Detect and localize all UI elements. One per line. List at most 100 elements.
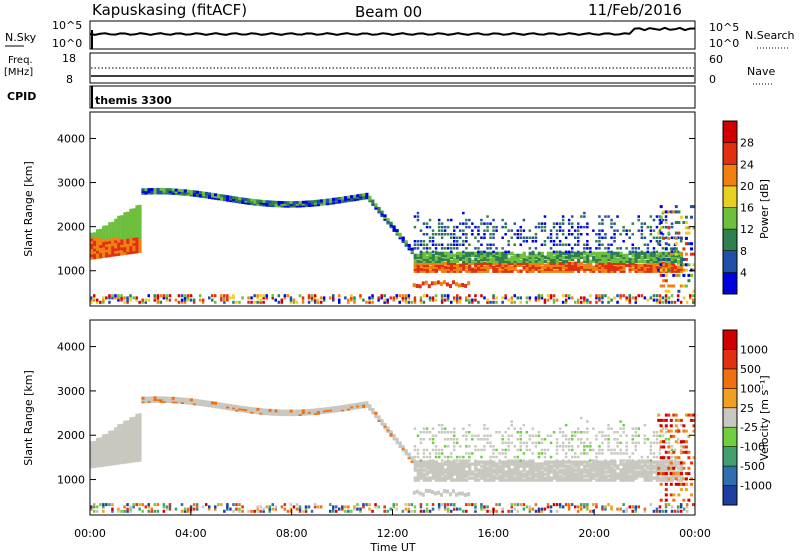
echo-cell [253, 199, 257, 202]
echo-cell [610, 236, 613, 239]
echo-cell [558, 476, 563, 480]
echo-cell [132, 250, 136, 254]
echo-cell [637, 265, 641, 269]
echo-cell [610, 507, 613, 511]
echo-cell [428, 269, 432, 273]
echo-cell [492, 464, 496, 468]
echo-cell [440, 462, 445, 466]
echo-cell [386, 300, 389, 304]
echo-cell [507, 434, 510, 437]
echo-cell [501, 434, 504, 437]
echo-cell [198, 403, 203, 407]
echo-cell [99, 239, 103, 243]
echo-cell [580, 474, 584, 478]
echo-cell [616, 445, 619, 448]
echo-cell [564, 445, 568, 448]
echo-cell [662, 456, 666, 460]
echo-cell [574, 243, 577, 246]
echo-cell [319, 201, 324, 205]
echo-cell [111, 446, 115, 450]
echo-cell [676, 236, 680, 239]
echo-cell [661, 233, 665, 236]
echo-cell [135, 503, 138, 507]
echo-cell [616, 507, 619, 511]
echo-cell [492, 233, 495, 236]
echo-cell [129, 457, 133, 461]
echo-cell [108, 462, 112, 466]
echo-cell [111, 459, 115, 463]
echo-cell [598, 445, 601, 448]
echo-cell [129, 417, 133, 421]
echo-cell [135, 229, 139, 233]
echo-cell [528, 267, 532, 271]
echo-cell [310, 200, 314, 204]
echo-cell [552, 261, 556, 265]
echo-cell [268, 200, 272, 204]
echo-cell [259, 505, 262, 509]
echo-cell [604, 505, 607, 509]
echo-cell [667, 503, 671, 507]
echo-cell [510, 462, 514, 466]
echo-cell [631, 452, 634, 455]
echo-cell [126, 436, 130, 440]
echo-cell [446, 470, 451, 474]
echo-cell [425, 233, 429, 236]
echo-cell [586, 240, 589, 243]
echo-cell [555, 263, 559, 267]
echo-cell [229, 195, 233, 199]
echo-cell [186, 191, 190, 195]
echo-cell [555, 259, 559, 263]
echo-cell [477, 434, 480, 437]
echo-cell [144, 188, 148, 192]
echo-cell [634, 464, 638, 468]
echo-cell [344, 505, 347, 509]
echo-cell [483, 472, 487, 476]
echo-cell [601, 261, 605, 265]
echo-cell [108, 503, 111, 507]
echo-cell [401, 240, 405, 243]
echo-cell [332, 296, 335, 300]
echo-cell [522, 441, 526, 445]
echo-cell [672, 450, 676, 454]
echo-cell [347, 300, 350, 304]
echo-cell [659, 440, 663, 444]
echo-cell [108, 444, 112, 448]
echo-cell [531, 459, 535, 462]
echo-cell [183, 507, 187, 511]
echo-cell [437, 472, 442, 476]
echo-cell [220, 406, 224, 410]
echo-cell [410, 300, 414, 304]
echo-cell [347, 195, 351, 199]
echo-cell [662, 445, 666, 449]
echo-cell [114, 435, 118, 439]
echo-cell [344, 196, 348, 200]
echo-cell [456, 466, 460, 470]
echo-cell [413, 296, 417, 300]
echo-cell [174, 188, 178, 192]
echo-cell [634, 427, 637, 430]
echo-cell [577, 474, 581, 478]
echo-cell [401, 294, 405, 298]
echo-cell [486, 470, 490, 474]
echo-cell [126, 227, 130, 231]
echo-cell [431, 460, 435, 464]
echo-cell [377, 417, 381, 421]
echo-cell [637, 247, 640, 250]
echo-cell [114, 250, 118, 254]
echo-cell [425, 427, 429, 430]
echo-cell [489, 259, 493, 263]
echo-cell [434, 243, 438, 246]
echo-cell [93, 448, 97, 453]
echo-cell [129, 430, 133, 434]
power-colorbar-label: Power [dB] [758, 179, 771, 239]
echo-cell [498, 261, 502, 265]
echo-cell [601, 460, 605, 464]
echo-cell [634, 462, 638, 466]
echo-cell [468, 265, 472, 269]
echo-cell [679, 269, 684, 273]
echo-cell [123, 220, 127, 224]
echo-cell [676, 267, 681, 271]
echo-cell [123, 228, 127, 232]
echo-cell [598, 298, 601, 302]
echo-cell [607, 445, 610, 448]
